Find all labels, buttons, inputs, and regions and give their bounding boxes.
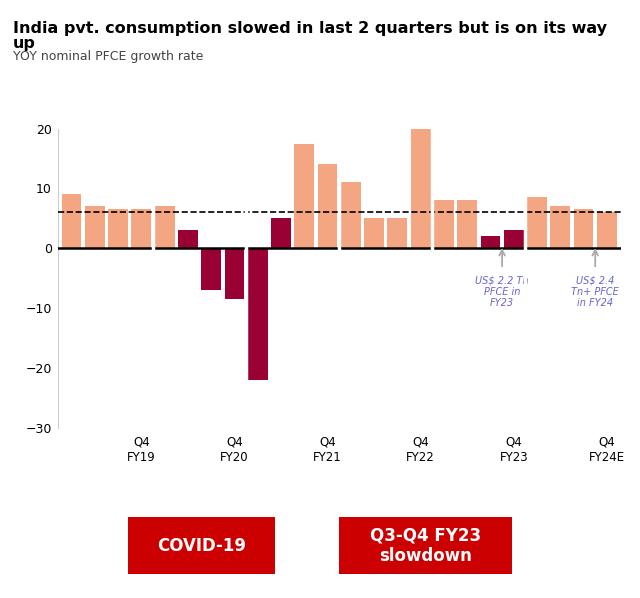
Text: US$ 2.4
Tn+ PFCE
in FY24: US$ 2.4 Tn+ PFCE in FY24 <box>572 275 619 309</box>
Bar <box>387 218 407 248</box>
Text: Q3-Q4 FY23
slowdown: Q3-Q4 FY23 slowdown <box>370 526 481 565</box>
Text: YOY nominal PFCE growth rate: YOY nominal PFCE growth rate <box>13 50 203 63</box>
Bar <box>131 209 151 248</box>
Bar <box>155 206 175 248</box>
Text: US$ 2.2 Tn
PFCE in
FY23: US$ 2.2 Tn PFCE in FY23 <box>476 275 529 309</box>
Bar <box>178 230 198 248</box>
Bar <box>481 236 500 248</box>
Bar <box>271 218 291 248</box>
Bar <box>248 248 268 380</box>
Bar <box>225 248 244 299</box>
Bar <box>573 209 593 248</box>
Text: up: up <box>13 36 36 51</box>
Bar <box>527 197 547 248</box>
Bar <box>458 200 477 248</box>
Text: COVID-19: COVID-19 <box>157 536 246 555</box>
Bar <box>411 129 431 248</box>
Bar <box>550 206 570 248</box>
Bar <box>85 206 105 248</box>
Bar <box>597 212 617 248</box>
Bar <box>434 200 454 248</box>
Bar <box>364 218 384 248</box>
Bar <box>294 144 314 248</box>
Bar <box>317 164 337 248</box>
Bar <box>61 194 81 248</box>
Bar <box>341 182 361 248</box>
Bar <box>202 248 221 290</box>
Text: India pvt. consumption slowed in last 2 quarters but is on its way: India pvt. consumption slowed in last 2 … <box>13 21 607 36</box>
Bar <box>108 209 128 248</box>
Bar <box>504 230 524 248</box>
